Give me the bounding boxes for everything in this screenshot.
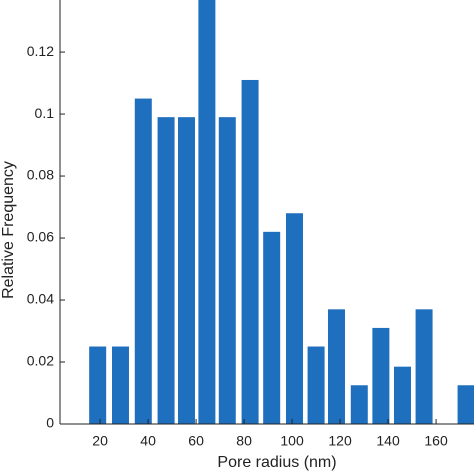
x-tick-label: 40 bbox=[140, 433, 156, 449]
x-tick-label: 60 bbox=[188, 433, 204, 449]
bar bbox=[285, 213, 303, 424]
x-tick-label: 120 bbox=[328, 433, 352, 449]
bar bbox=[457, 385, 474, 424]
y-tick-label: 0.02 bbox=[27, 353, 54, 369]
bar bbox=[307, 346, 325, 424]
x-tick-label: 100 bbox=[280, 433, 304, 449]
y-tick-label: 0.12 bbox=[27, 43, 54, 59]
y-tick-label: 0 bbox=[46, 415, 54, 431]
bar bbox=[327, 309, 345, 424]
bar bbox=[218, 117, 236, 424]
bar bbox=[393, 366, 411, 424]
y-tick-label: 0.1 bbox=[35, 105, 55, 121]
x-tick-label: 20 bbox=[92, 433, 108, 449]
bar bbox=[134, 98, 152, 424]
bar bbox=[111, 346, 129, 424]
bar bbox=[89, 346, 107, 424]
x-tick-label: 140 bbox=[376, 433, 400, 449]
bar bbox=[372, 327, 390, 424]
y-axis-title: Relative Frequency bbox=[0, 161, 17, 299]
y-tick-label: 0.06 bbox=[27, 229, 54, 245]
x-axis-title: Pore radius (nm) bbox=[217, 454, 336, 471]
y-tick-label: 0.04 bbox=[27, 291, 54, 307]
bar bbox=[177, 117, 195, 424]
y-tick-label: 0.08 bbox=[27, 167, 54, 183]
x-tick-label: 80 bbox=[236, 433, 252, 449]
bar bbox=[350, 385, 368, 424]
bar bbox=[157, 117, 175, 424]
bar bbox=[415, 309, 433, 424]
bar bbox=[241, 79, 259, 425]
bar bbox=[263, 231, 281, 424]
bar bbox=[198, 0, 216, 424]
x-tick-label: 160 bbox=[424, 433, 448, 449]
